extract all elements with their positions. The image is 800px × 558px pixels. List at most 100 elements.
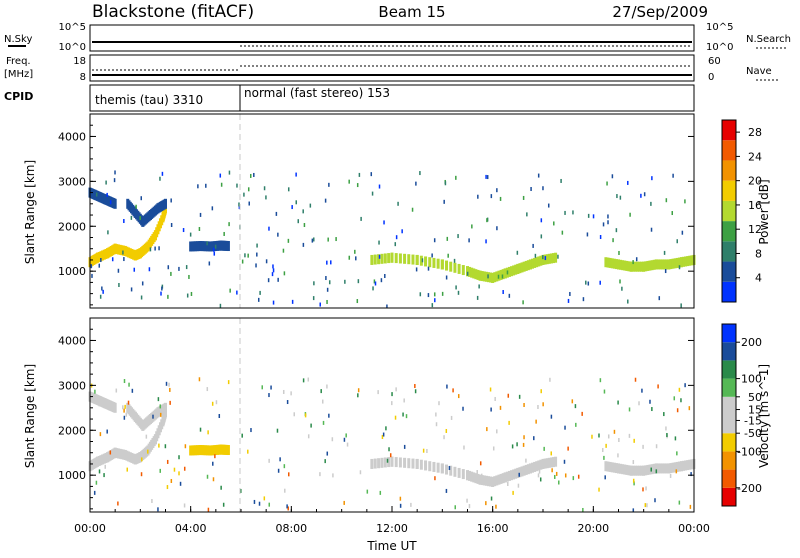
scatter-cell [178,266,180,271]
colorbar-tick-label: 50 [748,391,762,404]
echo-cell [669,463,673,474]
freq-frame [89,54,695,82]
scatter-cell [671,211,673,216]
scatter-cell [638,401,640,406]
echo-cell [665,259,669,270]
scatter-cell [447,253,449,258]
scatter-cell [540,389,542,394]
scatter-cell [550,414,553,419]
echo-cell [673,462,677,473]
scatter-cell [380,278,383,283]
echo-cell [101,250,105,261]
scatter-cell [561,230,564,235]
scatter-cell [188,274,190,279]
echo-cell [663,463,667,474]
scatter-cell [533,436,535,441]
scatter-cell [313,237,315,242]
echo-cell [617,259,620,270]
echo-cell [117,244,121,255]
scatter-cell [268,502,271,507]
scatter-cell [681,230,684,235]
echo-cell [195,241,199,252]
echo-cell [97,455,101,466]
scatter-cell [95,480,98,485]
scatter-cell [293,412,295,417]
velocity-colorbar-label: Velocity [m s^-1] [757,364,771,468]
colorbar-swatch [722,221,736,242]
scatter-cell [106,429,108,434]
scatter-cell [158,443,160,448]
echo-cell [383,457,387,468]
scatter-cell [673,396,676,401]
echo-band-5 [126,198,167,227]
scatter-cell [532,243,534,248]
scatter-cell [618,437,620,442]
scatter-cell [496,429,498,434]
scatter-cell [391,401,393,406]
scatter-cell [431,253,433,258]
echo-cell [491,272,495,283]
scatter-cell [118,282,120,287]
scatter-cell [487,274,489,279]
scatter-cell [90,264,93,269]
colorbar-swatch [722,180,736,201]
scatter-cell [591,434,593,439]
echo-cell [537,460,541,471]
echo-cell [390,252,394,263]
scatter-cell [106,192,108,197]
scatter-cell [388,447,390,452]
power-colorbar-label: Power [dB] [757,179,771,244]
echo-cell [679,257,683,268]
scatter-cell [476,295,479,300]
echo-cell [202,445,206,456]
scatter-cell [675,469,678,474]
scatter-cell [356,299,359,304]
echo-cell [516,263,520,274]
scatter-cell [690,472,692,477]
scatter-cell [253,499,256,504]
x-tick-label: 16:00 [477,522,509,535]
echo-cell [625,260,629,271]
scatter-cell [179,481,182,486]
scatter-cell [438,401,440,406]
scatter-cell [265,259,268,264]
echo-cell [627,261,631,272]
echo-cell [673,258,677,269]
echo-cell [667,259,671,270]
scatter-cell [523,403,525,408]
echo-cell [493,476,497,487]
scatter-cell [122,250,124,255]
scatter-cell [602,222,605,227]
scatter-cell [457,290,460,295]
colorbar-tick-label: -100 [737,445,762,458]
cpid-segment-2: normal (fast stereo) 153 [244,86,390,100]
echo-cell [604,257,608,268]
nsky-tick-bottom: 10^0 [59,42,86,53]
power-colorbar: 4 8 12 16 20 24 28 [721,119,762,303]
echo-cell [535,461,539,472]
scatter-cell [125,412,128,417]
scatter-cell [619,195,622,200]
echo-cell [665,463,669,474]
nsearch-label: N.Search [746,34,791,45]
scatter-cell [346,442,349,447]
scatter-cell [288,472,290,477]
scatter-cell [326,451,329,456]
scatter-cell [397,201,399,206]
scatter-cell [145,434,148,439]
cpid-panel: CPID themis (tau) 3310 normal (fast ster… [4,84,695,112]
echo-cell [104,452,108,463]
scatter-cell [138,452,141,457]
scatter-cell [167,294,169,299]
echo-cell [200,241,204,252]
scatter-cell [619,279,621,284]
scatter-cell [206,241,208,246]
scatter-cell [650,201,652,206]
scatter-cell [286,504,288,509]
echo-cell [212,241,216,252]
scatter-cell [326,260,328,265]
scatter-cell [105,180,107,185]
nsearch-tick-bottom: 10^0 [706,42,733,53]
echo-cell [486,476,490,487]
nsky-label: N.Sky [4,34,32,45]
